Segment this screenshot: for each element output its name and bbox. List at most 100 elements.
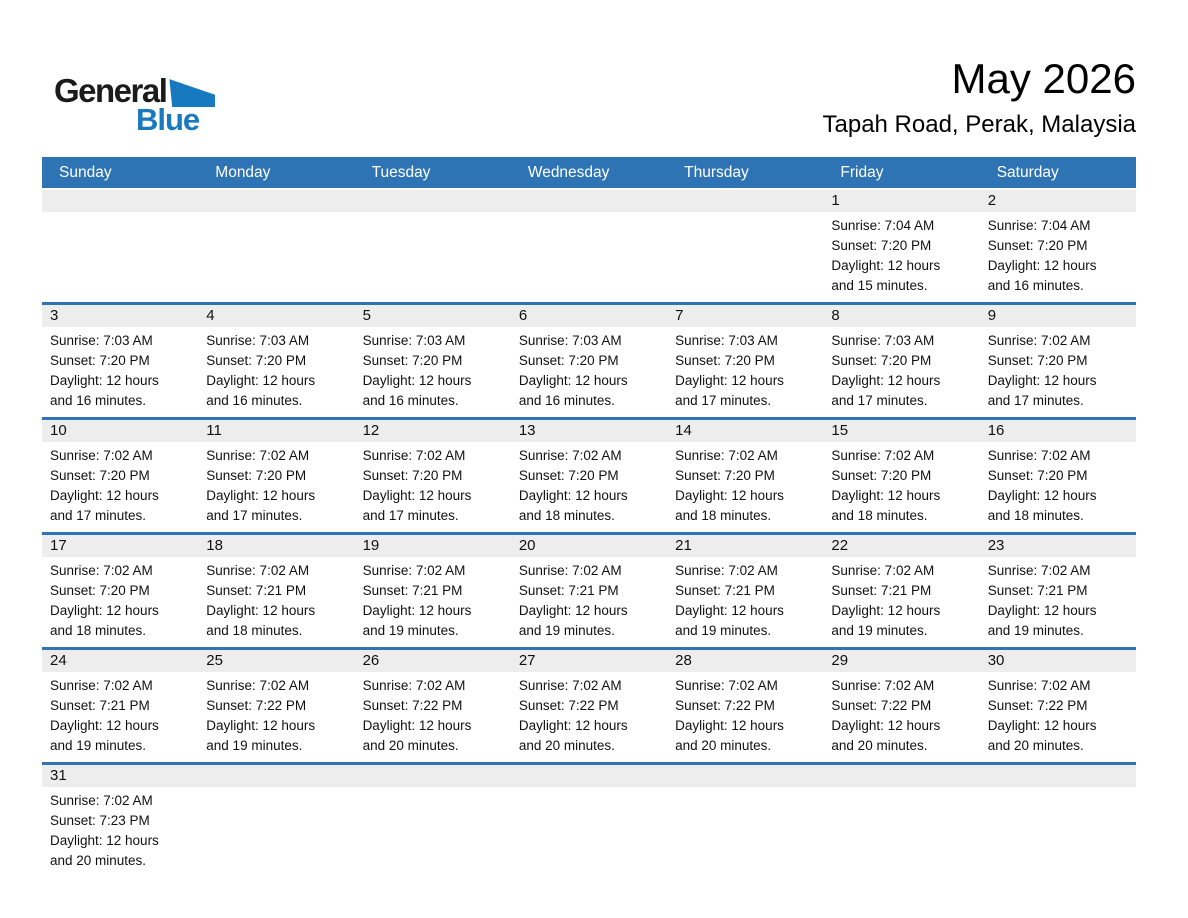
- sunset-text: Sunset: 7:21 PM: [206, 583, 307, 598]
- sunrise-text: Sunrise: 7:02 AM: [831, 563, 935, 578]
- sunset-text: Sunset: 7:20 PM: [50, 583, 150, 598]
- day-info: Sunrise: 7:02 AM Sunset: 7:20 PM Daylight:…: [50, 557, 184, 641]
- day-info: Sunrise: 7:02 AM Sunset: 7:21 PM Daylight:…: [988, 557, 1122, 641]
- day-cell-14: 14 Sunrise: 7:02 AM Sunset: 7:20 PM Dayligh…: [667, 420, 823, 532]
- day-number: 17: [50, 537, 67, 554]
- day-cell-9: 9 Sunrise: 7:02 AM Sunset: 7:20 PM Daylight…: [980, 305, 1136, 417]
- sunset-text: Sunset: 7:20 PM: [50, 353, 150, 368]
- day-number: 27: [518, 652, 536, 669]
- daylight-text: Daylight: 12 hours and 16 minutes.: [50, 373, 159, 408]
- day-info: Sunrise: 7:03 AM Sunset: 7:20 PM Daylight:…: [363, 327, 497, 411]
- sunset-text: Sunset: 7:21 PM: [987, 583, 1088, 598]
- sunrise-text: Sunrise: 7:02 AM: [987, 678, 1091, 693]
- daylight-text: Daylight: 12 hours and 16 minutes.: [518, 373, 628, 408]
- day-cell-empty: [198, 190, 354, 302]
- day-info: Sunrise: 7:02 AM Sunset: 7:21 PM Daylight:…: [831, 557, 965, 641]
- weekday-label-friday: Friday: [840, 164, 884, 181]
- day-number: 31: [50, 767, 67, 784]
- sunset-text: Sunset: 7:22 PM: [987, 698, 1088, 713]
- day-cell-3: 3 Sunrise: 7:03 AM Sunset: 7:20 PM Daylight…: [42, 305, 198, 417]
- day-number: 19: [362, 537, 380, 554]
- weekday-header-row: Sunday Monday Tuesday Wednesday Thursday Frid…: [42, 157, 1136, 188]
- day-cell-5: 5 Sunrise: 7:03 AM Sunset: 7:20 PM Daylight…: [355, 305, 511, 417]
- daylight-text: Daylight: 12 hours and 19 minutes.: [987, 603, 1097, 638]
- sunset-text: Sunset: 7:22 PM: [362, 698, 463, 713]
- sunrise-text: Sunrise: 7:02 AM: [50, 448, 153, 463]
- day-number: 4: [206, 307, 215, 324]
- location-subtitle: Tapah Road, Perak, Malaysia: [822, 111, 1137, 139]
- weekday-label-wednesday: Wednesday: [527, 164, 610, 181]
- daylight-text: Daylight: 12 hours and 17 minutes.: [831, 373, 941, 408]
- daylight-text: Daylight: 12 hours and 20 minutes.: [50, 833, 159, 868]
- day-cell-28: 28 Sunrise: 7:02 AM Sunset: 7:22 PM Dayligh…: [667, 650, 823, 762]
- sunset-text: Sunset: 7:20 PM: [206, 468, 307, 483]
- day-cell-8: 8 Sunrise: 7:03 AM Sunset: 7:20 PM Daylight…: [823, 305, 979, 417]
- sunrise-text: Sunrise: 7:02 AM: [50, 678, 153, 693]
- day-cell-12: 12 Sunrise: 7:02 AM Sunset: 7:20 PM Dayligh…: [355, 420, 511, 532]
- day-info: Sunrise: 7:03 AM Sunset: 7:20 PM Daylight:…: [519, 327, 653, 411]
- sunset-text: Sunset: 7:20 PM: [987, 353, 1088, 368]
- day-cell-17: 17 Sunrise: 7:02 AM Sunset: 7:20 PM Dayligh…: [42, 535, 198, 647]
- sunrise-text: Sunrise: 7:02 AM: [987, 448, 1091, 463]
- day-cell-20: 20 Sunrise: 7:02 AM Sunset: 7:21 PM Dayligh…: [511, 535, 667, 647]
- sunrise-text: Sunrise: 7:03 AM: [831, 333, 935, 348]
- daylight-text: Daylight: 12 hours and 15 minutes.: [831, 258, 941, 293]
- sunset-text: Sunset: 7:20 PM: [831, 468, 932, 483]
- sunset-text: Sunset: 7:20 PM: [206, 353, 307, 368]
- sunrise-text: Sunrise: 7:03 AM: [362, 333, 466, 348]
- day-cell-empty: [198, 765, 354, 887]
- day-number: 26: [362, 652, 380, 669]
- daylight-text: Daylight: 12 hours and 17 minutes.: [987, 373, 1097, 408]
- sunrise-text: Sunrise: 7:02 AM: [50, 563, 153, 578]
- day-info: Sunrise: 7:04 AM Sunset: 7:20 PM Daylight:…: [831, 212, 965, 296]
- sunrise-text: Sunrise: 7:03 AM: [50, 333, 153, 348]
- day-info: Sunrise: 7:03 AM Sunset: 7:20 PM Daylight:…: [831, 327, 965, 411]
- week-row: 17 Sunrise: 7:02 AM Sunset: 7:20 PM Dayligh…: [42, 532, 1136, 647]
- sunrise-text: Sunrise: 7:02 AM: [675, 563, 778, 578]
- sunset-text: Sunset: 7:20 PM: [50, 468, 150, 483]
- day-info: Sunrise: 7:03 AM Sunset: 7:20 PM Daylight:…: [50, 327, 184, 411]
- day-number: 8: [831, 307, 840, 324]
- sunrise-text: Sunrise: 7:02 AM: [675, 678, 778, 693]
- day-number: 28: [675, 652, 692, 669]
- calendar: Sunday Monday Tuesday Wednesday Thursday Frid…: [42, 157, 1136, 887]
- sunrise-text: Sunrise: 7:02 AM: [987, 333, 1091, 348]
- sunset-text: Sunset: 7:22 PM: [675, 698, 775, 713]
- day-number: 29: [831, 652, 849, 669]
- day-number: 10: [50, 422, 67, 439]
- daylight-text: Daylight: 12 hours and 18 minutes.: [987, 488, 1097, 523]
- sunset-text: Sunset: 7:20 PM: [518, 468, 619, 483]
- day-cell-empty: [355, 765, 511, 887]
- day-number: 5: [362, 307, 371, 324]
- day-cell-4: 4 Sunrise: 7:03 AM Sunset: 7:20 PM Daylight…: [198, 305, 354, 417]
- day-cell-27: 27 Sunrise: 7:02 AM Sunset: 7:22 PM Dayligh…: [511, 650, 667, 762]
- day-cell-30: 30 Sunrise: 7:02 AM Sunset: 7:22 PM Dayligh…: [980, 650, 1136, 762]
- sunrise-text: Sunrise: 7:03 AM: [675, 333, 778, 348]
- day-cell-empty: [823, 765, 979, 887]
- sunrise-text: Sunrise: 7:02 AM: [518, 448, 622, 463]
- sunset-text: Sunset: 7:21 PM: [831, 583, 932, 598]
- daylight-text: Daylight: 12 hours and 17 minutes.: [50, 488, 159, 523]
- day-info: Sunrise: 7:02 AM Sunset: 7:20 PM Daylight:…: [675, 442, 809, 526]
- sunset-text: Sunset: 7:22 PM: [206, 698, 307, 713]
- day-cell-24: 24 Sunrise: 7:02 AM Sunset: 7:21 PM Dayligh…: [42, 650, 198, 762]
- day-number: 21: [675, 537, 692, 554]
- sunrise-text: Sunrise: 7:02 AM: [362, 678, 466, 693]
- logo-text-general: General: [54, 72, 168, 109]
- daylight-text: Daylight: 12 hours and 18 minutes.: [206, 603, 316, 638]
- week-row: 31 Sunrise: 7:02 AM Sunset: 7:23 PM Dayligh…: [42, 762, 1136, 887]
- day-info: Sunrise: 7:02 AM Sunset: 7:22 PM Daylight:…: [675, 672, 809, 756]
- day-cell-11: 11 Sunrise: 7:02 AM Sunset: 7:20 PM Dayligh…: [198, 420, 354, 532]
- day-cell-6: 6 Sunrise: 7:03 AM Sunset: 7:20 PM Daylight…: [511, 305, 667, 417]
- day-info: Sunrise: 7:02 AM Sunset: 7:22 PM Daylight:…: [988, 672, 1122, 756]
- day-cell-empty: [511, 190, 667, 302]
- day-number: 22: [831, 537, 849, 554]
- day-cell-1: 1 Sunrise: 7:04 AM Sunset: 7:20 PM Daylight…: [823, 190, 979, 302]
- weekday-label-thursday: Thursday: [684, 164, 749, 181]
- weekday-label-monday: Monday: [215, 164, 271, 181]
- day-info: Sunrise: 7:03 AM Sunset: 7:20 PM Daylight:…: [675, 327, 809, 411]
- daylight-text: Daylight: 12 hours and 19 minutes.: [50, 718, 159, 753]
- sunset-text: Sunset: 7:20 PM: [362, 468, 463, 483]
- day-info: Sunrise: 7:02 AM Sunset: 7:20 PM Daylight:…: [988, 442, 1122, 526]
- day-number: 18: [206, 537, 223, 554]
